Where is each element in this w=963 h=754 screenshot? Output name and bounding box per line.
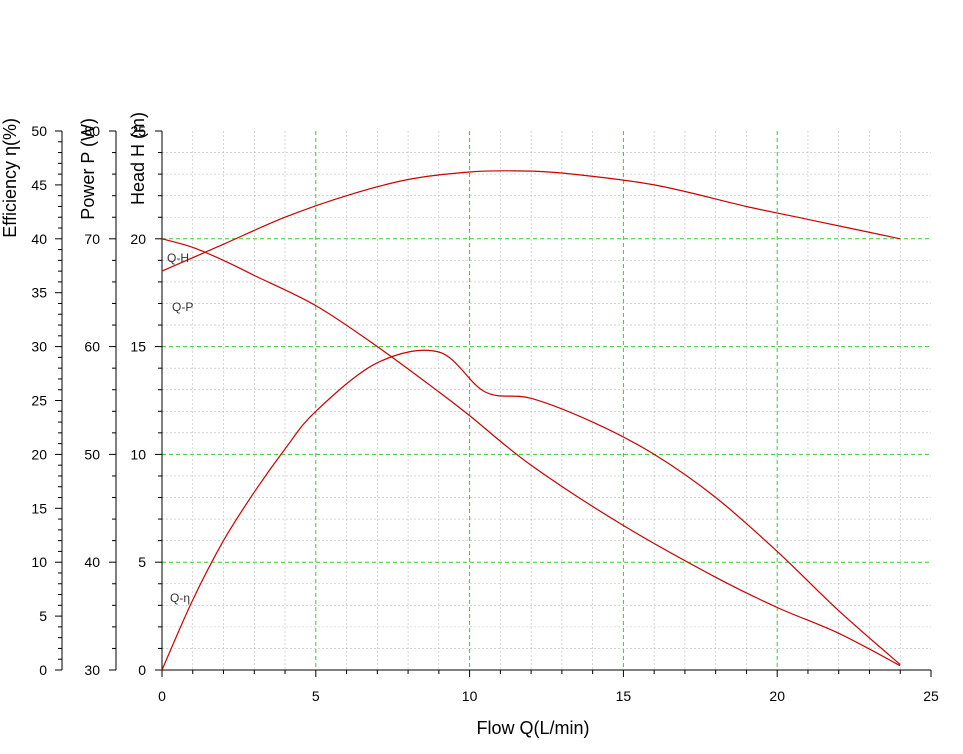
head-tick-label: 10 — [130, 446, 146, 462]
x-tick-label: 5 — [312, 688, 320, 704]
x-tick-label: 25 — [923, 688, 939, 704]
curve-Q-η — [161, 349, 901, 671]
power-tick-label: 40 — [84, 554, 100, 570]
x-tick-label: 15 — [616, 688, 632, 704]
efficiency-tick-label: 5 — [39, 608, 47, 624]
efficiency-tick-label: 0 — [39, 662, 47, 678]
power-tick-label: 30 — [84, 662, 100, 678]
major-grid — [162, 131, 931, 670]
efficiency-tick-label: 30 — [31, 339, 47, 355]
efficiency-tick-label: 45 — [31, 177, 47, 193]
efficiency-tick-label: 50 — [31, 123, 47, 139]
series-label-Q-H: Q-H — [167, 251, 189, 265]
x-tick-label: 10 — [462, 688, 478, 704]
efficiency-tick-label: 15 — [31, 500, 47, 516]
power-tick-label: 70 — [84, 231, 100, 247]
efficiency-tick-label: 35 — [31, 285, 47, 301]
head-tick-label: 25 — [130, 123, 146, 139]
series-label-Q-η: Q-η — [170, 591, 190, 605]
curves — [161, 170, 901, 671]
head-tick-label: 0 — [138, 662, 146, 678]
x-tick-label: 20 — [769, 688, 785, 704]
power-tick-label: 80 — [84, 123, 100, 139]
x-tick-label: 0 — [158, 688, 166, 704]
head-tick-label: 5 — [138, 554, 146, 570]
head-axis-title: Head H (m) — [128, 112, 148, 205]
axes: 0 5 10 15 20 25051015202530354045503040506070… — [31, 123, 939, 704]
efficiency-tick-label: 40 — [31, 231, 47, 247]
efficiency-tick-label: 20 — [31, 446, 47, 462]
power-tick-label: 50 — [84, 446, 100, 462]
efficiency-tick-label: 25 — [31, 393, 47, 409]
curve-Q-P — [161, 238, 901, 667]
minor-grid — [162, 131, 931, 670]
power-tick-label: 60 — [84, 339, 100, 355]
efficiency-axis-title: Efficiency η(%) — [0, 118, 20, 238]
series-labels: Q-H Q-P Q-η — [167, 251, 193, 605]
x-axis-title: Flow Q(L/min) — [476, 718, 589, 738]
head-tick-label: 15 — [130, 339, 146, 355]
efficiency-tick-label: 10 — [31, 554, 47, 570]
power-axis-title: Power P (W) — [78, 118, 98, 220]
curve-Q-H — [161, 170, 901, 272]
head-tick-label: 20 — [130, 231, 146, 247]
series-label-Q-P: Q-P — [172, 300, 193, 314]
